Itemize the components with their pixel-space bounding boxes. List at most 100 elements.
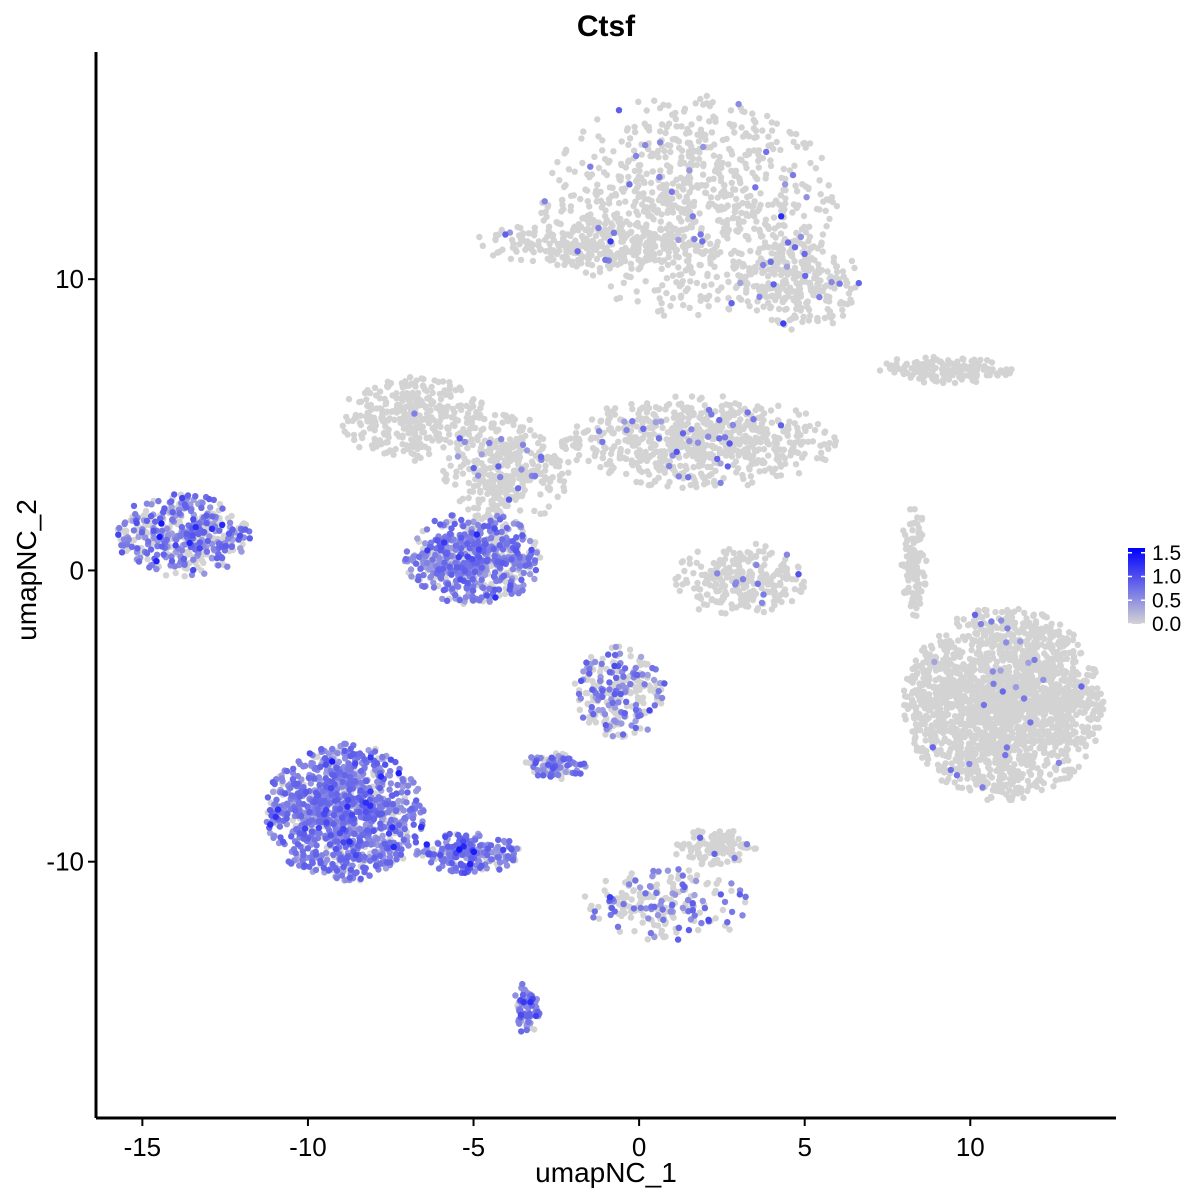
cell-point [657,226,664,233]
cell-point [760,608,768,616]
cell-point [763,222,770,229]
cell-point [409,418,416,425]
cell-point [784,431,791,438]
cell-point [565,469,572,476]
cell-point [727,147,735,155]
cell-point [725,294,732,302]
cell-point [695,138,703,145]
cell-point [753,133,760,141]
cell-point [793,296,801,303]
cell-point [753,607,761,614]
cell-point [757,201,764,209]
cell-point [492,236,499,244]
cell-point [756,468,763,475]
cell-point [807,285,815,293]
cell-point [651,97,658,104]
cell-point [657,448,665,455]
cell-point [475,500,483,507]
cell-point [773,120,780,127]
cell-point [625,173,632,181]
cell-point [815,261,822,268]
cell-point [663,289,670,297]
cell-point [643,107,650,114]
cell-point [719,449,726,457]
cell-point [423,387,430,395]
cell-point [691,585,698,592]
cell-point [592,719,600,726]
cell-point [794,143,801,150]
cell-point [649,189,656,196]
cell-point [656,295,663,302]
cell-point [631,188,638,195]
cell-point [704,233,711,240]
cell-point [688,269,695,277]
cell-point [592,232,600,240]
cell-point [392,445,399,453]
cell-point [764,273,772,280]
cell-point [578,135,585,142]
cell-point [657,218,664,225]
cell-point [446,439,454,446]
cell-point [382,439,390,446]
cell-point [684,420,692,427]
cell-point [786,418,793,425]
cell-point [1091,715,1098,722]
cell-point [943,632,950,639]
cell-point [681,177,689,184]
cell-point [477,487,484,495]
cell-point [675,144,683,152]
cell-point [728,179,735,187]
cell-point [629,237,636,244]
cell-point [755,548,763,555]
cell-point [671,440,678,447]
cell-point [777,192,785,199]
cell-point [733,227,740,234]
cell-point [660,242,667,249]
cell-point [780,446,788,453]
cell-point [765,244,772,251]
cell-point [740,260,747,268]
cell-point [739,187,747,194]
cell-point [413,377,420,384]
cell-point [726,402,733,409]
cell-point [755,157,762,164]
cell-point [585,719,593,726]
cell-point [698,394,705,401]
cell-point [627,653,634,660]
cell-point [693,279,701,287]
cell-point [490,252,497,259]
cell-point [794,428,802,436]
cell-point [419,382,427,389]
cell-point [522,246,529,253]
cell-point [172,569,179,577]
cell-point [775,222,783,229]
cell-point [611,443,618,450]
cell-point [495,426,502,433]
cell-point [730,258,737,265]
cell-point [410,392,418,399]
cell-point [797,307,804,314]
cell-point [711,246,718,253]
cell-point [822,297,830,304]
cell-point [714,194,721,201]
cell-point [557,220,564,228]
cell-point [813,205,821,213]
cell-point [698,415,705,423]
cell-point [696,115,703,122]
cell-point [594,116,601,123]
cell-point [793,130,800,138]
cell-point [710,152,717,159]
cell-point [677,419,685,426]
cell-point [678,443,685,451]
cell-point [757,255,765,262]
cell-point [589,272,597,279]
cell-point [747,247,754,255]
cell-point [645,196,652,203]
cell-point [659,424,666,431]
cell-point [744,549,751,556]
cell-point [768,549,775,557]
cell-point [771,589,778,596]
cell-point [444,425,451,432]
cell-point [719,136,727,144]
cell-point [603,216,610,224]
